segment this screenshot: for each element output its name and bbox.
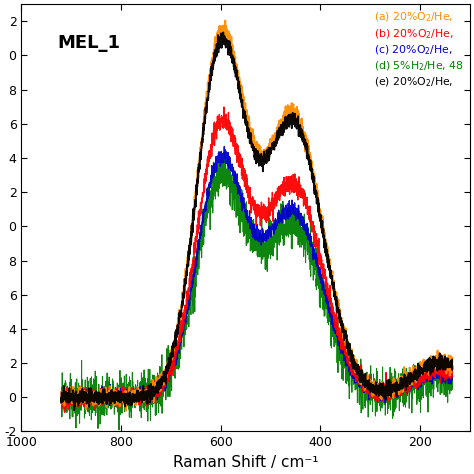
Text: MEL_1: MEL_1: [57, 34, 120, 52]
X-axis label: Raman Shift / cm⁻¹: Raman Shift / cm⁻¹: [173, 455, 319, 470]
Legend: (a) 20%O$_2$/He,, (b) 20%O$_2$/He,, (c) 20%O$_2$/He,, (d) 5%H$_2$/He, 48, (e) 20: (a) 20%O$_2$/He,, (b) 20%O$_2$/He,, (c) …: [373, 9, 465, 91]
